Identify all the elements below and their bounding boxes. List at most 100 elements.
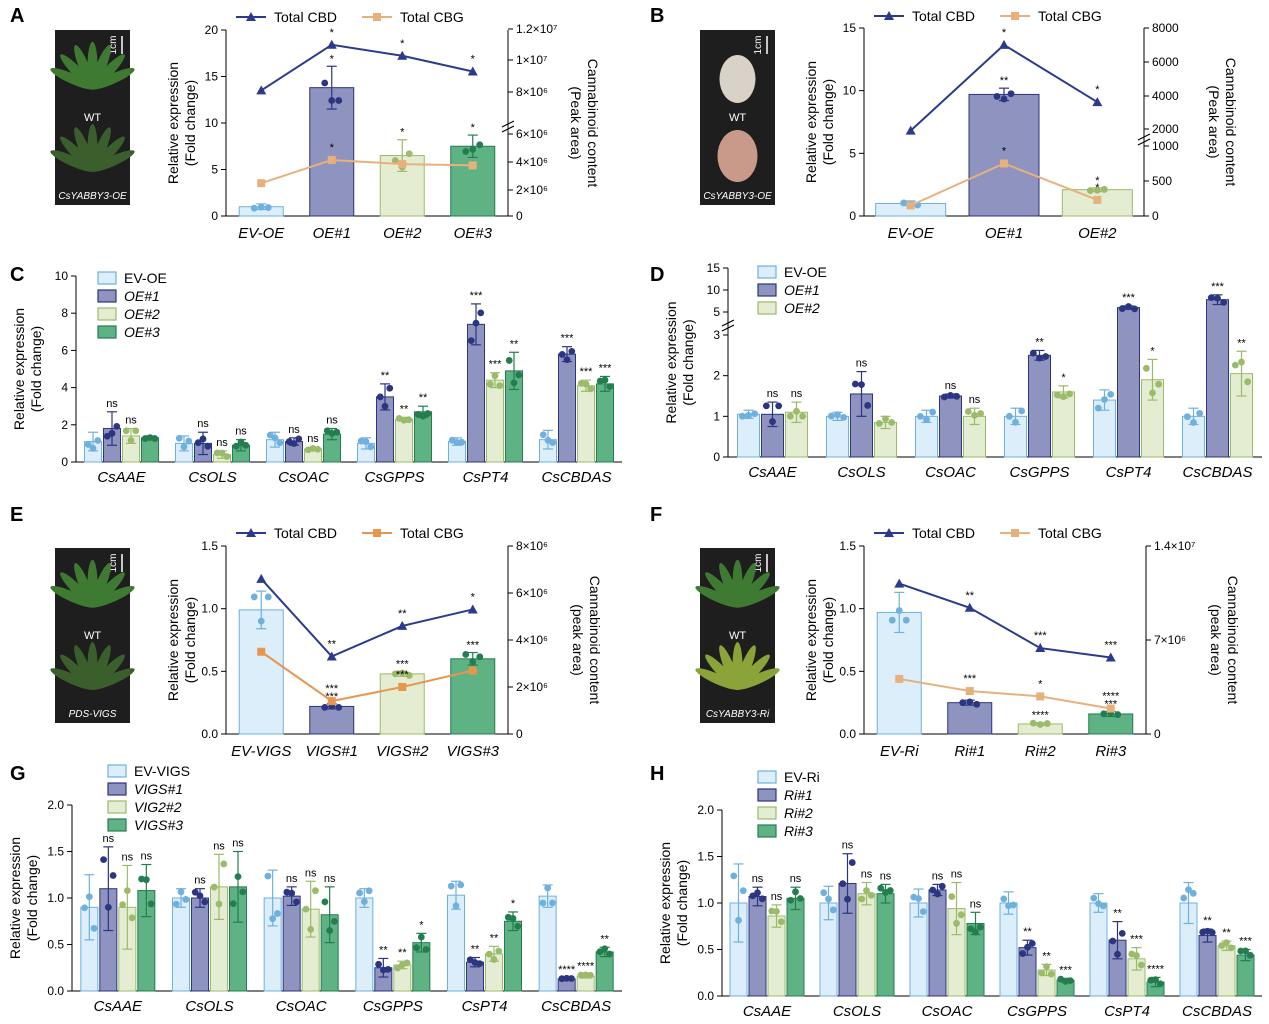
- panel-g-3-2-point: [403, 959, 411, 967]
- panel-c-2-1-point: [295, 435, 303, 443]
- panel-g-legend-swatch: [107, 800, 127, 814]
- panel-d-1-2-point: [888, 419, 896, 426]
- panel-f-series-cbd-line: [898, 582, 1111, 659]
- panel-b-root-icon: [719, 55, 756, 103]
- panel-g-4-3-point: [509, 915, 517, 922]
- panel-g-x-tick-label: CsPT4: [462, 998, 508, 1015]
- panel-c-legend-swatch: [97, 325, 117, 339]
- panel-b-1-point: [1007, 90, 1015, 98]
- panel-e-y2-tick-label: 2×10⁶: [516, 680, 548, 694]
- panel-a-scale-label: 1cm: [108, 36, 119, 55]
- panel-a-legend-cbd: Total CBD: [274, 9, 337, 25]
- panel-f-x-tick-label: Ri#1: [954, 743, 985, 760]
- panel-h-3-0-bar: [999, 902, 1018, 997]
- panel-c-y-tick-label: 0: [61, 455, 68, 469]
- panel-g-y-tick-label: 2.0: [47, 798, 64, 812]
- panel-g-2-1-point: [288, 889, 296, 897]
- panel-g-bar-sig: **: [379, 944, 388, 956]
- panel-f-line-sig: ****: [1102, 690, 1120, 702]
- panel-b-line-sig: *: [1002, 27, 1007, 39]
- panel-h-bar-sig: **: [1042, 950, 1051, 962]
- panel-c-5-2-point: [582, 380, 590, 388]
- panel-h-1-0-point: [829, 906, 837, 914]
- panel-d-0-0-bar: [737, 413, 760, 458]
- panel-h-4-0-bar: [1089, 902, 1108, 997]
- panel-g-3-1-point: [375, 960, 382, 968]
- panel-g-2-0-point: [274, 910, 281, 917]
- panel-a-y2-tick-label: 8×10⁶: [516, 85, 548, 99]
- panel-h-3-3-point: [1066, 977, 1074, 984]
- panel-d-1-0-bar: [826, 415, 849, 458]
- panel-h-0-2-point: [777, 918, 785, 926]
- panel-h-legend-label: Ri#1: [784, 787, 813, 803]
- panel-h-1-3-bar: [876, 893, 895, 997]
- panel-a-cbd-point: [467, 66, 478, 76]
- panel-h-5-3-point: [1246, 951, 1254, 959]
- panel-h-1-2-point: [858, 895, 866, 903]
- panel-h-2-3-point: [976, 923, 984, 931]
- panel-d-4-0-point: [1094, 404, 1102, 412]
- panel-g-x-tick-label: CsOLS: [185, 998, 233, 1015]
- panel-e-series-cbd-line: [260, 578, 473, 658]
- panel-c-4-2-point: [496, 382, 504, 390]
- panel-b-y2-tick-label: 1000: [1152, 139, 1179, 153]
- panel-c-x-tick-label: CsAAE: [97, 469, 146, 486]
- panel-b-y2-tick-label: 4000: [1152, 89, 1179, 103]
- panel-h-0-3-point: [796, 895, 804, 902]
- panel-f-ylabel-line2: (Fold change): [820, 597, 836, 683]
- panel-f-3-point: [1114, 711, 1122, 718]
- panel-a-y-tick-label: 5: [211, 163, 218, 177]
- panel-h-0-2-bar: [767, 915, 786, 997]
- panel-a-2-point: [391, 157, 399, 164]
- panel-a-1-point: [335, 97, 343, 104]
- panel-d-ylabel-line1: Relative expression: [663, 301, 679, 423]
- panel-e-2-point: [398, 669, 406, 677]
- panel-c-5-1-bar: [558, 353, 576, 463]
- panel-c-bar-sig: ns: [235, 426, 247, 438]
- panel-c-bar-sig: **: [381, 370, 390, 382]
- panel-d-0-2-point: [793, 407, 800, 415]
- panel-h-legend-swatch: [757, 824, 777, 838]
- panel-d-x-tick-label: CsGPPS: [1009, 464, 1069, 481]
- panel-c-0-3-point: [151, 435, 159, 442]
- panel-g-bar-sig: *: [511, 898, 516, 910]
- panel-c-5-3-point: [606, 383, 614, 390]
- panel-f-0-point: [902, 616, 910, 624]
- panel-g-5-3-bar: [595, 951, 614, 992]
- panel-e-y-tick-label: 0.0: [201, 727, 218, 741]
- panel-d-3-1-point: [1036, 354, 1043, 362]
- panel-h-1-0-point: [820, 889, 828, 897]
- panel-c-1-0-point: [180, 443, 188, 451]
- panel-a-y2-tick-label: 4×10⁶: [516, 155, 548, 169]
- panel-d-bar-sig: ***: [1122, 292, 1136, 304]
- panel-c-bar-sig: ns: [197, 418, 209, 430]
- panel-c-legend-label: OE#2: [124, 306, 160, 322]
- panel-f-y-tick-label: 1.0: [839, 602, 856, 616]
- panel-a-bar-sig: *: [330, 53, 335, 65]
- panel-h-x-tick-label: CsCBDAS: [1182, 1003, 1252, 1020]
- panel-e-1-point: [335, 703, 343, 711]
- panel-e-y-tick-label: 1.5: [201, 539, 218, 553]
- panel-b-2-point: [1100, 186, 1108, 193]
- panel-g-x-tick-label: CsOAC: [276, 998, 327, 1015]
- panel-g-1-0-point: [182, 896, 190, 903]
- panel-a-cbg-point: [398, 160, 407, 169]
- panel-d-2-2-point: [971, 411, 978, 419]
- panel-label-a: A: [10, 5, 24, 27]
- panel-d-5-1-point: [1214, 294, 1221, 302]
- panel-c-4-3-point: [505, 357, 513, 364]
- panel-a-1-point: [328, 97, 336, 104]
- panel-g-bar-sig: *: [419, 919, 424, 931]
- panel-d-y-tick-label: 15: [707, 261, 721, 275]
- panel-h-y-tick-label: 1.5: [697, 850, 714, 864]
- panel-e-series-cbg-line: [260, 650, 473, 703]
- panel-d-bar-sig: *: [1150, 345, 1155, 357]
- panel-c-3-1-point: [376, 393, 384, 401]
- panel-e-1-bar: [309, 705, 355, 735]
- panel-c-y-tick-label: 8: [61, 306, 68, 320]
- panel-h-2-3-point: [967, 925, 975, 933]
- panel-f-x-tick-label: Ri#3: [1095, 743, 1127, 760]
- panel-f-line-sig: **: [965, 590, 974, 602]
- panel-h-1-1-point: [839, 880, 847, 888]
- panel-c-bar-sig: **: [400, 403, 409, 415]
